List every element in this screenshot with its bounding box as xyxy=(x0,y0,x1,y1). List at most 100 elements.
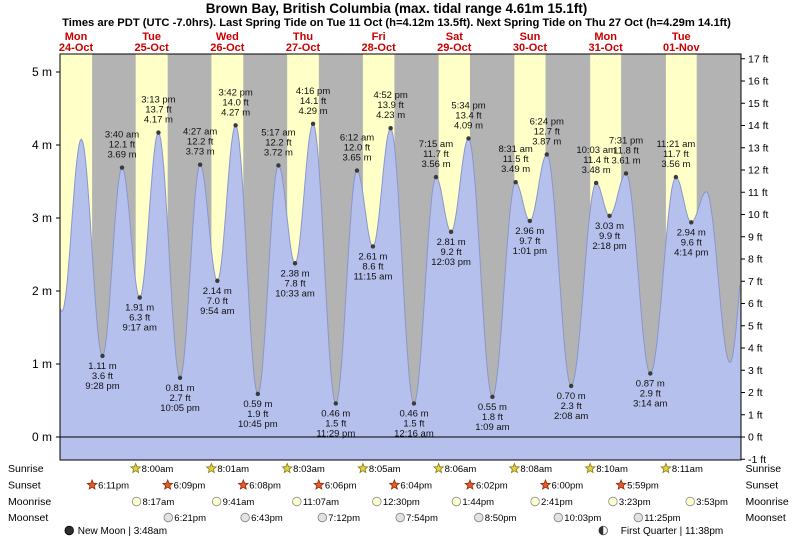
chart-text: 3.49 m xyxy=(501,164,530,175)
sunset-time: 5:59pm xyxy=(627,481,659,492)
tide-event-dot xyxy=(292,261,298,266)
right-axis-label: 2 ft xyxy=(748,387,763,399)
chart-text: 6:12 am xyxy=(340,133,374,144)
tide-area xyxy=(60,124,741,460)
chart-text: Wed xyxy=(216,31,239,43)
chart-text: 2.7 ft xyxy=(169,393,190,404)
sunset-time: 6:02pm xyxy=(476,481,508,492)
chart-text: 3.03 m xyxy=(595,221,624,232)
sunrise-entry: 8:11am xyxy=(660,462,703,475)
sunset-icon xyxy=(313,478,325,490)
tide-event-dot xyxy=(119,165,125,170)
moonrise-time: 1:44pm xyxy=(462,497,494,508)
tide-event-dot xyxy=(490,394,495,400)
chart-text: 30-Oct xyxy=(513,42,548,54)
moonrise-icon xyxy=(608,496,618,507)
right-axis-label: 6 ft xyxy=(748,298,763,310)
sunrise-icon xyxy=(281,462,293,474)
sunrise-time: 8:11am xyxy=(672,464,703,475)
chart-text: 1.9 ft xyxy=(247,409,268,420)
tide-event-dot xyxy=(673,174,679,180)
sunrise-entry: 8:00am xyxy=(129,462,173,475)
chart-text: 9:17 am xyxy=(123,323,157,334)
chart-text: 3:14 am xyxy=(633,398,667,409)
moonrise-time: 2:41pm xyxy=(541,497,573,508)
chart-text: 3.48 m xyxy=(582,165,611,176)
moonrise-icon xyxy=(211,496,222,507)
chart-text: 9:28 pm xyxy=(85,381,119,392)
tide-event-dot xyxy=(100,353,105,359)
chart-text: 3:40 am xyxy=(105,130,139,141)
chart-text: 12.1 ft xyxy=(109,140,136,151)
chart-text: 25-Oct xyxy=(135,42,170,54)
sunrise-time: 8:01am xyxy=(217,464,249,475)
sunset-entry: 6:04pm xyxy=(388,478,432,492)
moonrise-time: 9:41am xyxy=(223,497,255,508)
right-axis-label: 15 ft xyxy=(748,98,769,110)
chart-text: Fri xyxy=(372,31,386,43)
tide-event-label: 0.55 m1.8 ft1:09 am xyxy=(475,402,509,433)
chart-text: 1.11 m xyxy=(88,361,116,372)
chart-text: 10:45 pm xyxy=(238,419,278,430)
chart-text: 13.7 ft xyxy=(145,105,172,116)
tide-event-label: 2.96 m9.7 ft1:01 pm xyxy=(513,226,547,257)
page-subtitle: Times are PDT (UTC -7.0hrs). Last Spring… xyxy=(62,17,731,29)
chart-text: 2.81 m xyxy=(437,237,466,248)
astro-row-label-left: Sunrise xyxy=(8,463,44,475)
moonset-icon xyxy=(474,512,484,523)
chart-text: 3.73 m xyxy=(186,147,215,158)
tide-event-dot xyxy=(388,126,393,131)
chart-text: 0.87 m xyxy=(636,378,665,389)
moonset-time: 7:54pm xyxy=(406,513,438,524)
moonrise-entry: 3:23pm xyxy=(608,496,651,508)
moonset-entry: 6:43pm xyxy=(240,512,283,524)
chart-text: 4.23 m xyxy=(376,110,405,121)
moon-phase-label: First Quarter | 11:38pm xyxy=(621,526,723,537)
moonset-icon xyxy=(240,512,250,523)
sunrise-time: 8:03am xyxy=(293,464,325,475)
chart-text: 7.8 ft xyxy=(284,278,305,289)
moonrise-entry: 9:41am xyxy=(211,496,255,508)
chart-text: Tue xyxy=(672,31,691,43)
right-axis-label: 1 ft xyxy=(748,409,763,421)
sunset-time: 6:04pm xyxy=(400,481,432,492)
chart-text: 10:33 am xyxy=(275,288,315,299)
tide-event-dot xyxy=(255,391,261,397)
chart-text: 27-Oct xyxy=(286,42,321,54)
right-axis-label: 14 ft xyxy=(748,120,769,132)
chart-text: 2.96 m xyxy=(515,226,544,237)
sunrise-entry: 8:01am xyxy=(205,462,249,475)
chart-text: 2:18 pm xyxy=(592,241,626,252)
sunset-entry: 6:06pm xyxy=(313,478,357,492)
moon-phase-label: New Moon | 3:48am xyxy=(78,526,167,537)
chart-text: 0.55 m xyxy=(478,402,507,413)
chart-text: 0.46 m xyxy=(321,408,350,419)
sunset-icon xyxy=(388,478,401,490)
moonrise-entry: 11:07am xyxy=(292,496,339,508)
chart-text: 4.29 m xyxy=(299,106,328,117)
moonrise-time: 8:17am xyxy=(143,497,175,508)
moonrise-icon xyxy=(530,496,540,507)
chart-text: 3:13 pm xyxy=(141,95,175,106)
tide-event-dot xyxy=(689,220,694,225)
chart-text: 7.0 ft xyxy=(207,296,228,307)
tide-event-dot xyxy=(354,168,360,173)
sunset-icon xyxy=(539,478,552,490)
right-axis-label: 3 ft xyxy=(748,365,763,377)
sunrise-icon xyxy=(432,462,445,474)
chart-text: 01-Nov xyxy=(663,42,701,54)
sunrise-time: 8:06am xyxy=(445,464,477,475)
moonrise-entry: 8:17am xyxy=(131,496,175,508)
moonrise-icon xyxy=(372,496,382,507)
tide-event-dot xyxy=(197,162,203,167)
